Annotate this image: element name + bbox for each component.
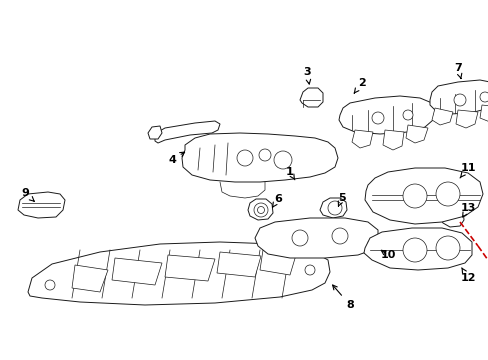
Circle shape [291, 230, 307, 246]
Polygon shape [164, 255, 215, 281]
Text: 4: 4 [168, 152, 184, 165]
Text: 3: 3 [303, 67, 310, 84]
Polygon shape [260, 250, 295, 275]
Circle shape [45, 280, 55, 290]
Circle shape [402, 184, 426, 208]
Circle shape [371, 112, 383, 124]
Circle shape [453, 94, 465, 106]
Polygon shape [431, 108, 452, 125]
Polygon shape [319, 198, 346, 218]
Polygon shape [439, 206, 463, 227]
Text: 5: 5 [338, 193, 345, 206]
Text: 11: 11 [459, 163, 475, 178]
Polygon shape [455, 110, 477, 128]
Polygon shape [338, 96, 434, 134]
Polygon shape [18, 192, 65, 218]
Polygon shape [254, 218, 377, 258]
Circle shape [257, 207, 264, 213]
Circle shape [331, 228, 347, 244]
Polygon shape [217, 252, 261, 277]
Circle shape [253, 203, 267, 217]
Circle shape [402, 110, 412, 120]
Polygon shape [364, 168, 482, 224]
Polygon shape [299, 88, 323, 107]
Circle shape [273, 151, 291, 169]
Polygon shape [72, 265, 108, 292]
Polygon shape [363, 228, 471, 270]
Polygon shape [148, 126, 162, 139]
Text: 6: 6 [272, 194, 282, 207]
Text: 7: 7 [453, 63, 461, 78]
Text: 10: 10 [380, 250, 395, 260]
Text: 2: 2 [353, 78, 365, 93]
Polygon shape [182, 133, 337, 182]
Circle shape [305, 265, 314, 275]
Polygon shape [429, 80, 488, 114]
Polygon shape [405, 125, 427, 143]
Polygon shape [112, 258, 162, 285]
Circle shape [435, 182, 459, 206]
Circle shape [259, 149, 270, 161]
Text: 8: 8 [332, 285, 353, 310]
Polygon shape [247, 199, 272, 220]
Circle shape [435, 236, 459, 260]
Circle shape [402, 238, 426, 262]
Text: 12: 12 [459, 268, 475, 283]
Text: 1: 1 [285, 167, 294, 180]
Polygon shape [479, 105, 488, 122]
Polygon shape [367, 238, 387, 256]
Polygon shape [155, 121, 220, 143]
Circle shape [237, 150, 252, 166]
Polygon shape [28, 242, 329, 305]
Text: 13: 13 [459, 203, 475, 217]
Circle shape [479, 92, 488, 102]
Polygon shape [382, 130, 403, 150]
Circle shape [327, 201, 341, 215]
Polygon shape [351, 130, 372, 148]
Text: 9: 9 [21, 188, 34, 201]
